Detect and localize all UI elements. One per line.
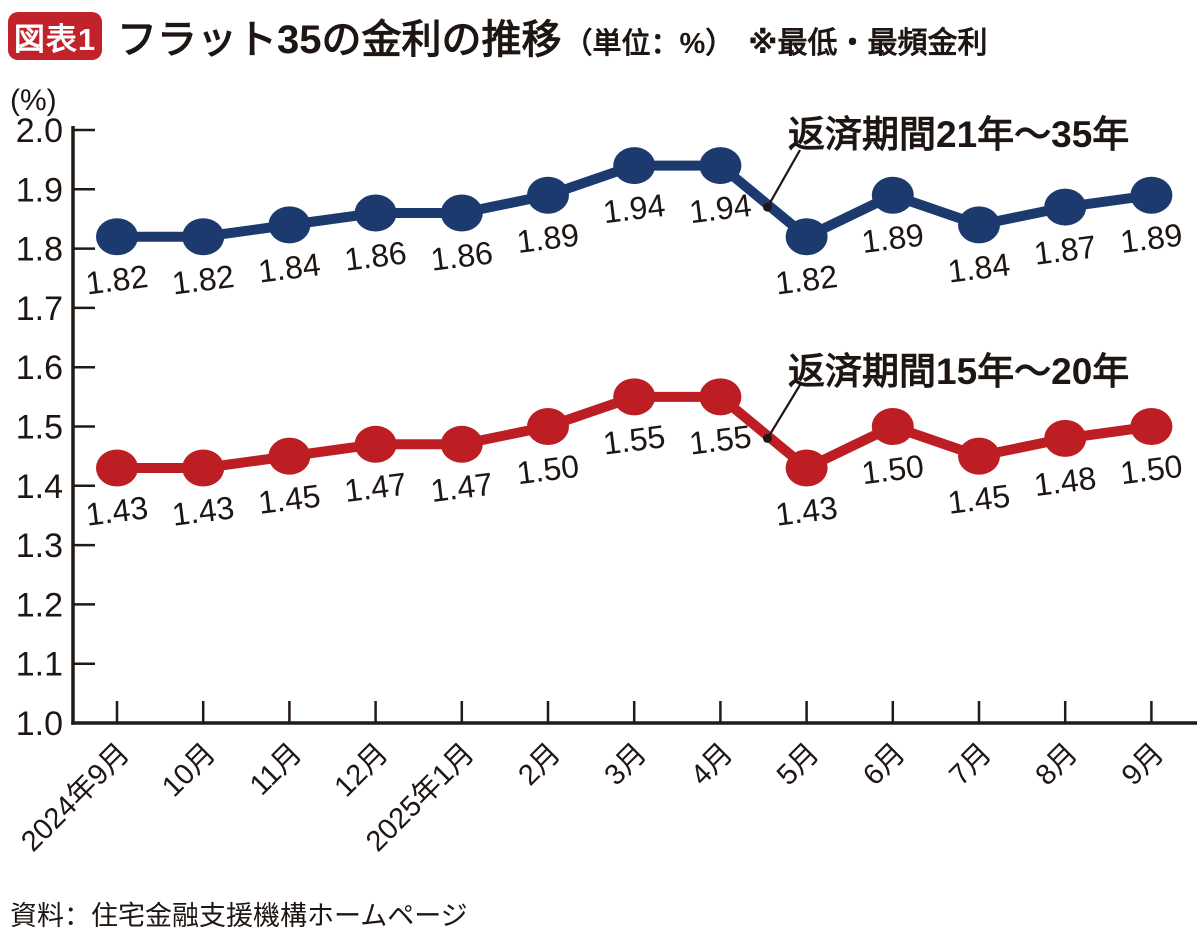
value-label: 1.89: [1118, 217, 1184, 260]
x-axis-label: 2月: [512, 737, 567, 792]
x-axis-label: 2024年9月: [15, 737, 136, 858]
title-line: フラット35の金利の推移 （単位：%） ※最低・最頻金利: [117, 7, 987, 65]
data-point: [613, 147, 656, 185]
x-axis-label: 6月: [857, 737, 912, 792]
data-point: [1130, 408, 1173, 445]
value-label: 1.84: [256, 246, 322, 289]
data-point: [613, 378, 656, 416]
source-caption: 資料：住宅金融支援機構ホームページ: [10, 901, 468, 931]
y-tick-label: 1.9: [16, 171, 63, 209]
data-point: [871, 408, 914, 445]
y-tick-label: 1.7: [16, 290, 63, 328]
value-label: 1.87: [1032, 228, 1098, 271]
value-label: 1.94: [687, 187, 753, 230]
value-label: 1.82: [170, 258, 236, 301]
data-point: [182, 218, 225, 256]
leader-line: [766, 384, 801, 440]
figure-label-badge: 図表1: [8, 12, 102, 60]
value-label: 1.82: [84, 258, 150, 301]
value-label: 1.47: [429, 466, 495, 509]
value-label: 1.89: [860, 217, 926, 260]
value-label: 1.89: [515, 217, 581, 260]
series-annotation-15-20: 返済期間15年～20年: [788, 351, 1130, 392]
y-tick-label: 2.0: [16, 112, 63, 150]
y-tick-label: 1.6: [16, 349, 63, 387]
x-axis-label: 9月: [1116, 737, 1171, 792]
data-point: [1130, 176, 1173, 214]
value-label: 1.43: [773, 489, 839, 532]
value-label: 1.50: [860, 448, 926, 491]
data-point: [96, 449, 138, 487]
y-tick-label: 1.5: [16, 409, 63, 447]
x-axis-label: 5月: [771, 737, 826, 792]
value-label: 1.55: [601, 418, 667, 461]
data-point: [354, 194, 397, 232]
value-label: 1.84: [946, 246, 1012, 289]
data-point: [785, 218, 828, 256]
chart-header: 図表1 フラット35の金利の推移 （単位：%） ※最低・最頻金利: [8, 7, 987, 65]
value-label: 1.86: [429, 234, 495, 277]
data-point: [440, 425, 483, 463]
data-point: [699, 147, 742, 185]
value-label: 1.50: [515, 448, 581, 491]
value-label: 1.47: [342, 466, 408, 509]
y-axis-unit-label: (%): [10, 84, 57, 117]
data-point: [699, 378, 742, 416]
data-point: [440, 194, 483, 232]
y-tick-label: 1.3: [16, 527, 63, 565]
data-point: [785, 449, 828, 487]
value-label: 1.86: [342, 234, 408, 277]
value-label: 1.43: [84, 489, 150, 532]
chart-unit-label: （単位：%）: [563, 28, 735, 60]
y-tick-label: 1.8: [16, 231, 63, 269]
data-point: [354, 425, 397, 463]
data-point: [958, 206, 1000, 244]
data-point: [527, 176, 569, 214]
chart-title: フラット35の金利の推移: [117, 18, 562, 62]
x-axis-label: 10月: [156, 737, 222, 803]
chart-note: ※最低・最頻金利: [748, 27, 988, 60]
x-axis-label: 8月: [1030, 737, 1085, 792]
y-tick-label: 1.2: [16, 586, 63, 624]
value-label: 1.94: [601, 187, 667, 230]
y-tick-label: 1.0: [16, 705, 63, 743]
value-label: 1.48: [1032, 460, 1098, 503]
data-point: [268, 206, 311, 244]
data-point: [96, 218, 138, 256]
y-tick-label: 1.4: [16, 468, 63, 506]
value-label: 1.50: [1118, 448, 1184, 491]
x-axis-label: 3月: [599, 737, 654, 792]
x-axis-label: 4月: [685, 737, 740, 792]
y-tick-label: 1.1: [16, 646, 63, 684]
value-label: 1.55: [687, 418, 753, 461]
value-label: 1.43: [170, 489, 236, 532]
data-point: [871, 176, 914, 214]
x-axis-label: 11月: [244, 737, 308, 801]
leader-dot: [763, 433, 772, 443]
x-axis-label: 12月: [329, 737, 395, 803]
leader-dot: [763, 202, 772, 212]
series-annotation-21-35: 返済期間21年～35年: [788, 114, 1130, 155]
data-point: [1044, 188, 1087, 226]
data-point: [958, 437, 1000, 475]
data-point: [182, 449, 225, 487]
value-label: 1.82: [773, 258, 839, 301]
data-point: [527, 408, 569, 445]
leader-line: [766, 149, 801, 208]
data-point: [268, 437, 311, 475]
data-point: [1044, 419, 1087, 457]
x-axis-label: 7月: [943, 737, 998, 792]
value-label: 1.45: [256, 477, 322, 520]
value-label: 1.45: [946, 477, 1012, 520]
